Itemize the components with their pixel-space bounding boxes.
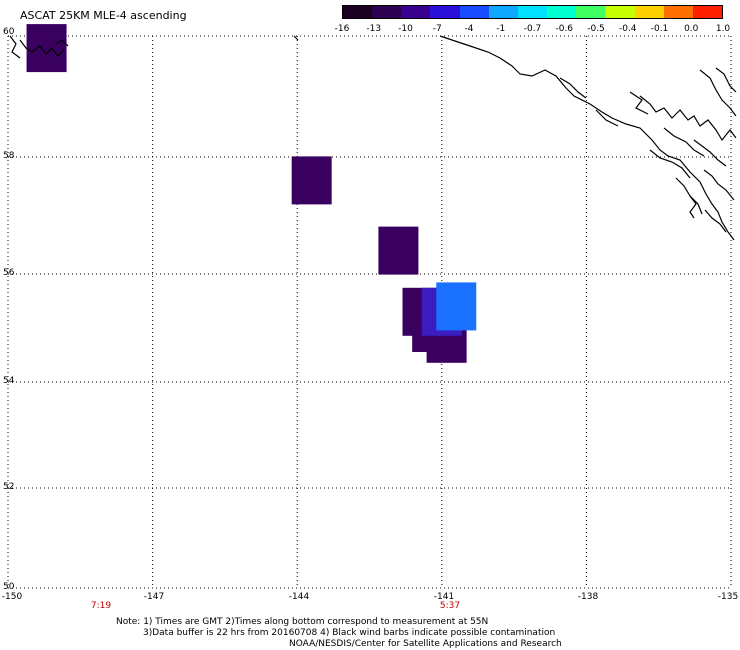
colorbar-labels: -16 -13 -10 -7 -4 -1 -0.7 -0.6 -0.5 -0.4 -0.1 0.0 1.…: [332, 24, 732, 36]
colorbar-swatch: [605, 6, 635, 18]
colorbar-swatch: [430, 6, 460, 18]
note-line-1: Note: 1) Times are GMT 2)Times along bot…: [116, 617, 489, 627]
colorbar-label: -1: [496, 24, 506, 34]
lat-label-54: 54: [3, 376, 15, 386]
lat-label-58: 58: [3, 151, 15, 161]
lat-label-50: 50: [3, 582, 15, 592]
ascat-cell: [291, 156, 332, 205]
colorbar-swatch: [401, 6, 431, 18]
colorbar-swatch: [517, 6, 548, 18]
colorbar-label: -0.6: [555, 24, 574, 34]
colorbar-swatch: [459, 6, 489, 18]
time-label-2: 5:37: [439, 601, 461, 611]
colorbar-swatch: [488, 6, 518, 18]
colorbar-swatch: [634, 6, 664, 18]
lon-label-144: -144: [288, 592, 310, 602]
coastline: [9, 35, 737, 241]
colorbar-swatch: [663, 6, 693, 18]
colorbar-label: -0.1: [650, 24, 669, 34]
map-title: ASCAT 25KM MLE-4 ascending: [20, 9, 187, 22]
colorbar-label: -10: [398, 24, 413, 34]
note-line-3: NOAA/NESDIS/Center for Satellite Applica…: [289, 639, 562, 649]
lat-label-52: 52: [3, 482, 15, 492]
graticule: [7, 35, 732, 589]
colorbar-label: 1.0: [715, 24, 731, 34]
colorbar-swatch: [692, 6, 723, 18]
colorbar-label: -0.7: [523, 24, 542, 34]
lon-label-147: -147: [143, 592, 165, 602]
note-line-2: 3)Data buffer is 22 hrs from 20160708 4)…: [143, 628, 556, 638]
lat-label-56: 56: [3, 268, 15, 278]
lat-label-60: 60: [3, 27, 15, 37]
colorbar-swatch: [372, 6, 402, 18]
time-label-1: 7:19: [90, 601, 112, 611]
colorbar-swatch: [547, 6, 577, 18]
colorbar-label: 0.0: [684, 24, 699, 34]
colorbar-label: -13: [366, 24, 382, 34]
ascat-cell: [436, 282, 477, 331]
colorbar-label: -7: [432, 24, 442, 34]
lon-label-135: -135: [717, 592, 739, 602]
colorbar-swatch: [343, 6, 373, 18]
colorbar-swatch: [576, 6, 606, 18]
colorbar-gradient: [342, 5, 723, 19]
colorbar-label: -0.4: [618, 24, 637, 34]
colorbar: -16 -13 -10 -7 -4 -1 -0.7 -0.6 -0.5 -0.4 -0.1 0.0 1.…: [335, 5, 730, 35]
colorbar-label: -4: [464, 24, 474, 34]
lon-label-141: -141: [433, 592, 455, 602]
colorbar-label: -16: [334, 24, 350, 34]
ascat-cell: [26, 24, 67, 73]
ascat-cell: [378, 226, 419, 275]
lon-label-150: -150: [1, 592, 23, 602]
lon-label-138: -138: [577, 592, 599, 602]
ascat-cells: [26, 24, 477, 363]
colorbar-label: -0.5: [587, 24, 605, 34]
